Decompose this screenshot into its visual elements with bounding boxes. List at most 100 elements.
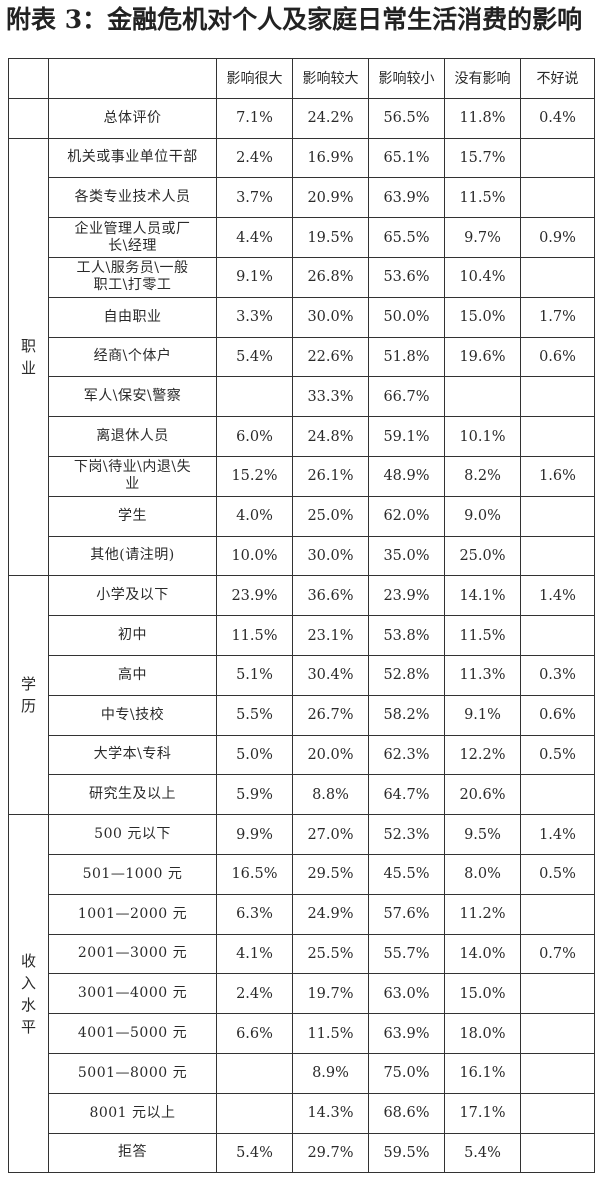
value-cell: 29.5% bbox=[292, 853, 369, 895]
table-row: 经商\个体户 5.4% 22.6% 51.8% 19.6% 0.6% bbox=[9, 336, 595, 378]
table-row: 军人\保安\警察 33.3% 66.7% bbox=[9, 376, 595, 418]
value-cell: 7.1% bbox=[216, 97, 293, 139]
value-cell: 63.9% bbox=[368, 1013, 445, 1054]
row-label: 经商\个体户 bbox=[48, 336, 217, 378]
column-header: 影响较小 bbox=[368, 58, 445, 99]
value-cell: 4.1% bbox=[216, 933, 293, 975]
value-cell: 10.1% bbox=[444, 416, 521, 457]
value-cell: 1.7% bbox=[520, 296, 595, 338]
value-cell: 29.7% bbox=[292, 1132, 369, 1174]
value-cell: 5.1% bbox=[216, 654, 293, 696]
value-cell: 27.0% bbox=[292, 814, 369, 855]
row-label: 501—1000 元 bbox=[48, 853, 217, 895]
value-cell: 9.1% bbox=[444, 694, 521, 736]
value-cell: 11.5% bbox=[444, 177, 521, 219]
row-label: 军人\保安\警察 bbox=[48, 376, 217, 418]
value-cell bbox=[520, 893, 595, 935]
value-cell: 11.5% bbox=[216, 615, 293, 656]
value-cell: 0.7% bbox=[520, 933, 595, 975]
row-label: 各类专业技术人员 bbox=[48, 177, 217, 219]
table-row: 8001 元以上 14.3% 68.6% 17.1% bbox=[9, 1092, 595, 1134]
row-label: 其他(请注明) bbox=[48, 535, 217, 577]
value-cell bbox=[520, 177, 595, 219]
value-cell: 6.0% bbox=[216, 416, 293, 457]
table-row: 2001—3000 元 4.1% 25.5% 55.7% 14.0% 0.7% bbox=[9, 933, 595, 975]
value-cell: 65.1% bbox=[368, 137, 445, 179]
value-cell: 11.5% bbox=[444, 615, 521, 656]
table-row: 大学本\专科 5.0% 20.0% 62.3% 12.2% 0.5% bbox=[9, 734, 595, 776]
value-cell bbox=[520, 973, 595, 1015]
row-label: 拒答 bbox=[48, 1132, 217, 1174]
value-cell bbox=[520, 256, 595, 298]
table-row: 学历 小学及以下 23.9% 36.6% 23.9% 14.1% 1.4% bbox=[8, 575, 595, 816]
value-cell: 8.9% bbox=[292, 1052, 369, 1094]
table-row: 初中 11.5% 23.1% 53.8% 11.5% bbox=[9, 615, 595, 656]
value-cell: 14.1% bbox=[444, 575, 521, 617]
row-label: 2001—3000 元 bbox=[48, 933, 217, 975]
value-cell: 9.9% bbox=[216, 814, 293, 855]
row-label: 1001—2000 元 bbox=[48, 893, 217, 935]
value-cell: 25.0% bbox=[444, 535, 521, 577]
value-cell: 56.5% bbox=[368, 97, 445, 139]
table-row: 收入水平 500 元以下 9.9% 27.0% 52.3% 9.5% 1.4% bbox=[8, 814, 595, 1174]
value-cell: 63.0% bbox=[368, 973, 445, 1015]
table-row: 其他(请注明) 10.0% 30.0% 35.0% 25.0% bbox=[9, 535, 595, 577]
value-cell bbox=[216, 376, 293, 418]
table-row: 高中 5.1% 30.4% 52.8% 11.3% 0.3% bbox=[9, 654, 595, 696]
row-label: 500 元以下 bbox=[48, 814, 217, 855]
value-cell: 1.4% bbox=[520, 575, 595, 617]
value-cell: 16.1% bbox=[444, 1052, 521, 1094]
table-row: 5001—8000 元 8.9% 75.0% 16.1% bbox=[9, 1052, 595, 1094]
header-row: 影响很大 影响较大 影响较小 没有影响 不好说 bbox=[8, 58, 595, 99]
value-cell: 5.0% bbox=[216, 734, 293, 776]
value-cell: 23.9% bbox=[216, 575, 293, 617]
value-cell: 23.9% bbox=[368, 575, 445, 617]
value-cell: 0.6% bbox=[520, 336, 595, 378]
header-blank-group bbox=[8, 58, 49, 99]
value-cell: 24.8% bbox=[292, 416, 369, 457]
value-cell: 5.4% bbox=[444, 1132, 521, 1174]
group-label-cell: 学历 bbox=[8, 575, 49, 816]
table-row: 企业管理人员或厂长\经理 4.4% 19.5% 65.5% 9.7% 0.9% bbox=[9, 217, 595, 258]
group-label-cell: 收入水平 bbox=[8, 814, 49, 1174]
group-label: 学历 bbox=[20, 675, 36, 716]
row-label: 初中 bbox=[48, 615, 217, 656]
value-cell: 16.9% bbox=[292, 137, 369, 179]
value-cell: 25.5% bbox=[292, 933, 369, 975]
value-cell: 5.5% bbox=[216, 694, 293, 736]
value-cell: 63.9% bbox=[368, 177, 445, 219]
group-label-cell: 职业 bbox=[8, 137, 49, 577]
group-label: 职业 bbox=[20, 336, 36, 377]
value-cell bbox=[520, 416, 595, 457]
value-cell: 1.6% bbox=[520, 455, 595, 497]
value-cell: 19.5% bbox=[292, 217, 369, 258]
column-header: 没有影响 bbox=[444, 58, 521, 99]
value-cell: 15.0% bbox=[444, 296, 521, 338]
value-cell: 0.4% bbox=[520, 97, 595, 139]
value-cell: 26.7% bbox=[292, 694, 369, 736]
value-cell: 26.1% bbox=[292, 455, 369, 497]
table-row: 拒答 5.4% 29.7% 59.5% 5.4% bbox=[9, 1132, 595, 1174]
value-cell: 10.4% bbox=[444, 256, 521, 298]
value-cell: 11.2% bbox=[444, 893, 521, 935]
row-label: 小学及以下 bbox=[48, 575, 217, 617]
value-cell: 8.2% bbox=[444, 455, 521, 497]
value-cell: 51.8% bbox=[368, 336, 445, 378]
value-cell: 45.5% bbox=[368, 853, 445, 895]
value-cell: 48.9% bbox=[368, 455, 445, 497]
value-cell: 57.6% bbox=[368, 893, 445, 935]
value-cell: 66.7% bbox=[368, 376, 445, 418]
value-cell: 14.0% bbox=[444, 933, 521, 975]
table-row: 中专\技校 5.5% 26.7% 58.2% 9.1% 0.6% bbox=[9, 694, 595, 736]
value-cell bbox=[520, 1013, 595, 1054]
table-row: 3001—4000 元 2.4% 19.7% 63.0% 15.0% bbox=[9, 973, 595, 1015]
value-cell: 16.5% bbox=[216, 853, 293, 895]
value-cell: 9.0% bbox=[444, 495, 521, 537]
group-label-cell bbox=[8, 97, 49, 139]
row-label: 研究生及以上 bbox=[48, 774, 217, 816]
value-cell bbox=[216, 1092, 293, 1134]
row-label: 中专\技校 bbox=[48, 694, 217, 736]
value-cell: 15.0% bbox=[444, 973, 521, 1015]
value-cell: 18.0% bbox=[444, 1013, 521, 1054]
table-title: 附表 3：金融危机对个人及家庭日常生活消费的影响 bbox=[6, 5, 583, 34]
